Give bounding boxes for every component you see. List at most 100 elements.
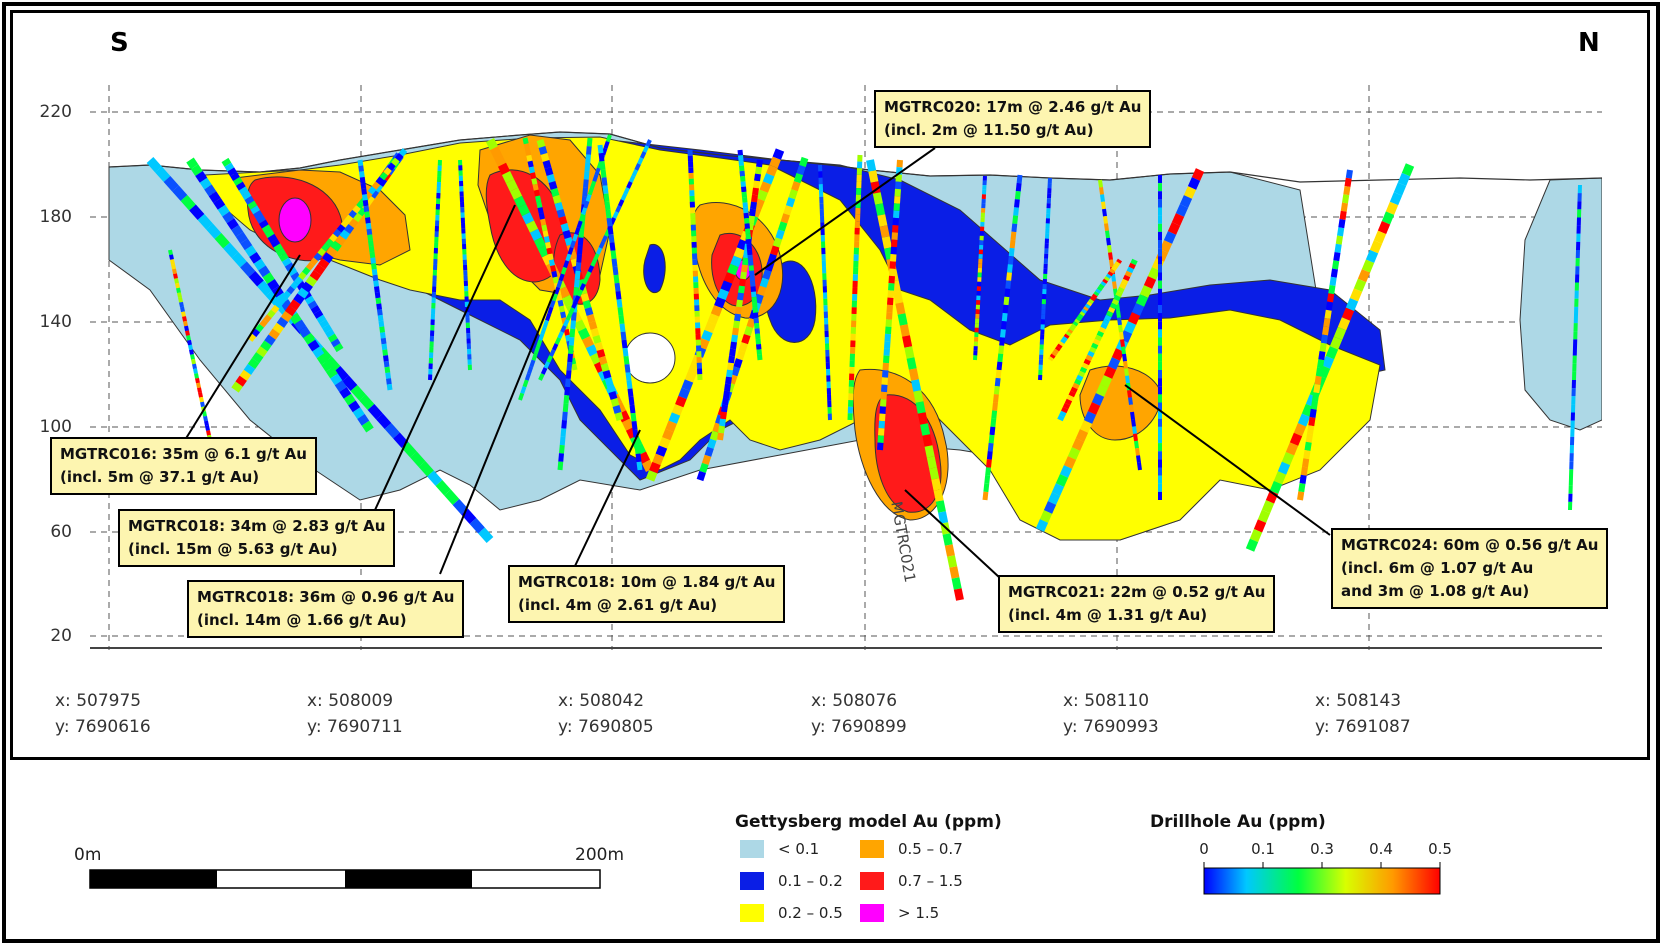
drillhole-segment [645,139,652,147]
drillhole-segment [1369,240,1383,254]
drillhole-segment [895,302,906,315]
drillhole-segment [1106,310,1114,318]
drillhole-segment [751,291,757,298]
geology-model [108,131,1602,541]
drillhole-segment [427,470,443,487]
drillhole-segment [1064,398,1073,406]
drillhole-segment [557,331,564,339]
drillhole-segment [759,277,769,288]
drillhole-segment [645,470,658,482]
drillhole-segment [570,320,576,330]
drillhole-segment [1187,177,1201,190]
drillhole-segment [202,411,207,417]
x-coordinate-label: x: 508042 y: 7690805 [558,688,654,740]
drillhole-segment [1133,433,1138,442]
drillhole-segment [904,346,915,359]
drillhole-segment [642,145,650,153]
drillhole-segment [1191,168,1205,181]
drillhole-segment [742,257,749,266]
drillhole-segment [1312,392,1320,402]
drillhole-segment [733,247,746,259]
drillhole-segment [1000,320,1007,330]
drillhole-segment [734,313,741,322]
drillhole-segment [379,171,388,181]
drillhole-segment [990,418,997,428]
drillhole-segment [544,167,554,176]
drillhole-segment [260,340,272,352]
drillhole-segment [190,354,195,360]
drillhole-segment [893,291,904,304]
drillhole-segment [987,442,994,452]
drillhole-segment [379,326,385,333]
drillhole-segment [340,219,350,228]
drillhole-segment [652,453,664,466]
drillhole-segment [563,395,570,404]
drillhole-segment [951,577,962,590]
drillhole-segment [749,270,755,277]
drillhole-segment [172,185,188,202]
drillhole-segment [1013,207,1019,216]
drillhole-segment [1004,288,1011,298]
drillhole-segment [726,369,733,378]
drillhole-segment [767,253,777,264]
drillhole-segment [1357,269,1371,283]
drillhole-segment [350,384,366,401]
drillhole-segment [1329,276,1337,286]
drillhole-segment [527,366,534,375]
drillhole-segment [574,227,581,236]
drillhole-segment [367,234,373,241]
drillhole-segment [251,328,261,338]
drillhole-segment [267,279,280,291]
drillhole-segment [886,304,893,313]
drillhole-segment [568,345,574,355]
drillhole-segment [367,403,383,420]
drillhole-segment [1016,174,1023,184]
drillhole-segment [558,305,565,313]
drillhole-segment [885,326,892,335]
drillhole-segment [325,238,334,247]
drillhole-segment [372,274,379,282]
legend-swatch [860,904,884,922]
drillhole-segment [321,243,330,252]
drillhole-segment [256,214,266,224]
drillhole-segment [709,430,720,441]
drillhole-segment [583,179,589,189]
drillhole-segment [330,373,343,386]
drillhole-segment [678,387,690,400]
drillhole-segment [594,342,604,351]
drillhole-segment [614,412,624,421]
drillhole-segment [307,300,318,310]
drillhole-segment [1007,264,1013,273]
drillhole-segment [1322,326,1330,336]
drillhole-segment [469,517,485,534]
drillhole-segment [203,415,208,422]
x-coordinate-label: x: 508076 y: 7690899 [811,688,907,740]
drillhole-segment [573,295,581,303]
drillhole-segment [564,237,574,246]
drillhole-segment [755,338,761,345]
drillhole-segment [1137,462,1142,471]
drillhole-segment [313,252,323,262]
drillhole-segment [1273,471,1287,485]
drillhole-segment [1345,169,1353,179]
drillhole-segment [1344,177,1352,187]
drillhole-segment [879,225,890,238]
drillhole-segment [557,461,564,471]
drillhole-segment [1062,402,1071,410]
drillhole-segment [1124,368,1129,377]
model-legend-item: < 0.1 [740,838,819,860]
drillhole-segment [754,328,760,334]
drillhole-segment [1315,367,1323,377]
drillhole-segment [1001,312,1008,322]
drillhole-segment [222,211,235,224]
drillhole-segment [316,353,329,365]
drillhole-segment [1094,334,1103,342]
drillhole-segment [197,213,213,230]
model-legend-title: Gettysberg model Au (ppm) [735,812,1002,832]
drillhole-segment [722,397,729,406]
drillhole-segment [598,152,605,162]
drillhole-segment [533,237,547,250]
drillhole-segment [741,186,747,193]
drillhole-segment [241,191,252,201]
drillhole-segment [1075,316,1082,322]
